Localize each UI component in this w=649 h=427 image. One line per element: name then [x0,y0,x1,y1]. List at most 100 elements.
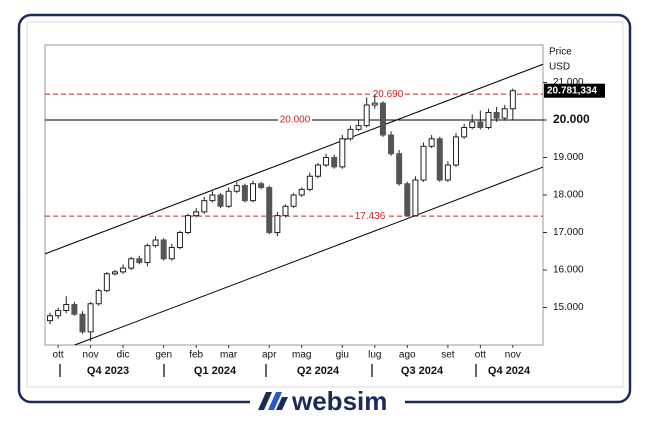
candle-body [55,310,62,317]
x-tick-label: apr [262,350,277,361]
y-tick-label: 15.000 [553,302,584,313]
candle-body [371,102,378,106]
candle-body [144,245,151,263]
candle-body [404,183,411,217]
y-tick-label: 16.000 [553,265,584,276]
trendline [74,166,544,346]
reference-label-bg [278,114,312,126]
candle-body [461,127,468,138]
candle-body [379,102,386,136]
x-tick-label: giu [336,350,349,361]
reference-label-bg [353,210,387,223]
last-price-box [544,83,605,98]
candle-body [225,190,232,207]
candle-body [241,185,248,202]
x-tick-label: mar [220,350,238,361]
candle-body [485,112,492,128]
x-tick-label: lug [368,350,381,361]
candle-body [274,215,281,233]
candle-body [355,125,362,130]
brand-name: websim [291,386,387,416]
candle-body [128,258,135,269]
x-tick-label: ott [53,350,64,361]
candle-body [347,128,354,140]
candle-body [509,90,516,110]
logo-icon [258,392,288,410]
candle-body [493,112,500,119]
candle-body [120,267,127,273]
candle-body [396,153,403,185]
x-tick-label: set [441,350,455,361]
candle-body [477,121,484,128]
candle-body [111,271,118,275]
x-tick-label: dic [117,350,130,361]
currency-label: USD [549,62,570,73]
candle-body [306,175,313,190]
candle-body [168,247,175,260]
candle-body [331,157,338,168]
quarter-label: Q4 2023 [87,365,129,377]
x-tick-label: mag [292,350,311,361]
reference-label: 17.436 [355,211,386,222]
reference-label: 20.690 [373,89,404,100]
candle-body [501,108,508,119]
candle-body [209,194,216,202]
candle-body [363,104,370,127]
last-price-label: 20.781,334 [547,85,597,96]
candle-body [152,239,159,247]
candle-body [79,313,86,333]
candle-body [314,164,321,177]
candle-body [323,157,330,166]
candle-body [201,200,208,213]
candle-body [412,179,419,217]
x-tick-label: feb [189,350,203,361]
y-tick-label: 21.000 [553,77,584,88]
candle-body [217,194,224,207]
y-tick-label: 20.000 [553,112,590,126]
quarter-label: Q1 2024 [194,365,237,377]
x-tick-label: gen [155,350,172,361]
candle-body [160,239,167,260]
candle-body [233,185,240,192]
price-label: Price [549,47,572,58]
candle-body [290,194,297,207]
candle-body [469,121,476,128]
candle-body [436,138,443,181]
quarter-label: Q3 2024 [401,365,444,377]
trendline [44,63,544,255]
x-tick-label: nov [83,350,99,361]
candle-body [250,183,256,202]
candle-body [95,290,102,305]
x-tick-label: ott [475,350,486,361]
chart-panel [26,21,624,388]
reference-label: 20.000 [280,115,311,126]
candle-body [71,304,78,315]
candle-body [339,138,346,168]
quarter-label: Q2 2024 [297,365,340,377]
candle-body [388,134,395,155]
candle-body [185,215,192,233]
candle-body [266,187,273,233]
candle-body [420,145,427,181]
candle-body [453,136,459,166]
y-tick-label: 19.000 [553,152,584,163]
candle-body [282,205,289,217]
candle-body [47,315,53,322]
x-tick-label: nov [505,350,521,361]
candle-body [258,183,265,188]
y-tick-label: 17.000 [553,227,584,238]
candle-body [63,304,70,311]
quarter-label: Q4 2024 [488,365,531,377]
candle-body [444,164,451,181]
candle-body [176,232,183,248]
x-tick-label: ago [399,350,416,361]
y-tick-label: 18.000 [553,190,584,201]
candle-body [428,138,435,147]
reference-label-bg [371,88,405,101]
candle-body [136,258,143,263]
candle-body [193,211,200,217]
candle-body [298,188,305,196]
candle-body [87,303,94,333]
candle-body [103,273,110,292]
